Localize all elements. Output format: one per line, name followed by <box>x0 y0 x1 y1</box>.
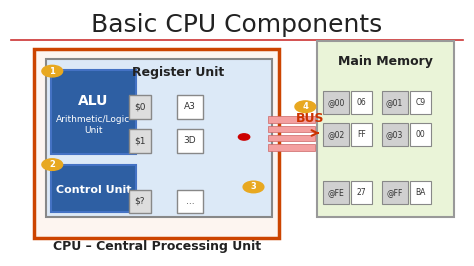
FancyBboxPatch shape <box>410 181 431 204</box>
FancyBboxPatch shape <box>382 123 408 146</box>
FancyBboxPatch shape <box>128 95 151 119</box>
Text: C9: C9 <box>416 98 426 107</box>
Text: @FE: @FE <box>328 188 344 197</box>
Text: ALU: ALU <box>78 94 109 109</box>
Text: Basic CPU Components: Basic CPU Components <box>91 13 383 37</box>
Text: @02: @02 <box>327 130 344 139</box>
FancyBboxPatch shape <box>35 49 279 238</box>
Circle shape <box>243 181 264 193</box>
FancyBboxPatch shape <box>128 190 151 213</box>
Text: 3: 3 <box>251 182 256 192</box>
Text: 06: 06 <box>357 98 366 107</box>
FancyBboxPatch shape <box>177 95 202 119</box>
FancyBboxPatch shape <box>323 91 349 114</box>
FancyBboxPatch shape <box>323 123 349 146</box>
Circle shape <box>42 65 63 77</box>
FancyBboxPatch shape <box>410 123 431 146</box>
Text: Register Unit: Register Unit <box>132 66 224 79</box>
Circle shape <box>238 134 250 140</box>
FancyBboxPatch shape <box>351 123 372 146</box>
Text: $?: $? <box>135 197 145 206</box>
FancyBboxPatch shape <box>128 129 151 153</box>
Text: CPU – Central Processing Unit: CPU – Central Processing Unit <box>53 240 261 253</box>
Text: $0: $0 <box>134 102 146 111</box>
Text: $1: $1 <box>134 136 146 146</box>
Text: 2: 2 <box>49 160 55 169</box>
Text: 00: 00 <box>416 130 426 139</box>
FancyBboxPatch shape <box>382 91 408 114</box>
FancyBboxPatch shape <box>410 91 431 114</box>
FancyBboxPatch shape <box>51 70 136 154</box>
FancyBboxPatch shape <box>268 126 315 132</box>
Text: @01: @01 <box>386 98 403 107</box>
Text: 4: 4 <box>302 102 308 111</box>
Text: ...: ... <box>185 197 194 206</box>
Text: FF: FF <box>357 130 366 139</box>
FancyBboxPatch shape <box>382 181 408 204</box>
Text: @00: @00 <box>327 98 345 107</box>
Text: @FF: @FF <box>386 188 403 197</box>
Text: A3: A3 <box>184 102 196 111</box>
Text: 1: 1 <box>49 67 55 76</box>
FancyBboxPatch shape <box>351 181 372 204</box>
FancyBboxPatch shape <box>268 144 315 151</box>
Text: Main Memory: Main Memory <box>338 55 433 68</box>
Text: 27: 27 <box>357 188 366 197</box>
FancyBboxPatch shape <box>51 165 136 212</box>
FancyBboxPatch shape <box>317 41 454 217</box>
FancyBboxPatch shape <box>177 129 202 153</box>
FancyBboxPatch shape <box>46 59 273 217</box>
Text: 3D: 3D <box>183 136 196 146</box>
Circle shape <box>42 159 63 171</box>
Text: Control Unit: Control Unit <box>55 185 131 195</box>
Text: BA: BA <box>415 188 426 197</box>
FancyBboxPatch shape <box>268 135 315 142</box>
Text: BUS: BUS <box>296 112 324 125</box>
Circle shape <box>295 101 316 113</box>
FancyBboxPatch shape <box>323 181 349 204</box>
Text: @03: @03 <box>386 130 403 139</box>
FancyBboxPatch shape <box>351 91 372 114</box>
FancyBboxPatch shape <box>177 190 202 213</box>
FancyBboxPatch shape <box>268 117 315 123</box>
Text: Arithmetic/Logic
Unit: Arithmetic/Logic Unit <box>56 115 130 135</box>
